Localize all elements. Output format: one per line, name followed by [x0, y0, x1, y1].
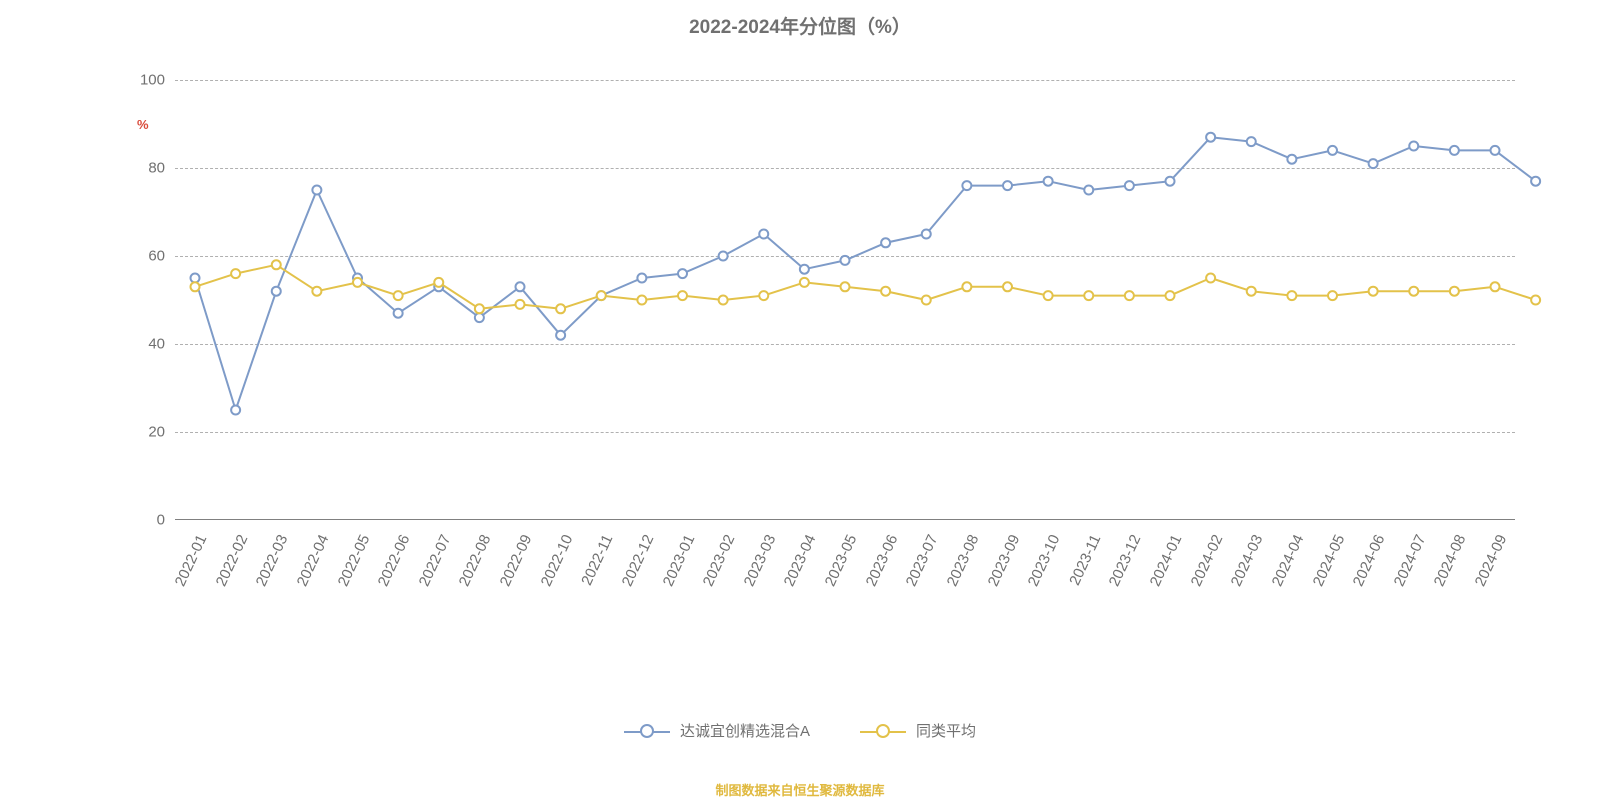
x-tick-label: 2023-01 [659, 532, 698, 589]
x-tick-label: 2024-01 [1147, 532, 1186, 589]
x-tick-label: 2022-03 [253, 532, 292, 589]
x-tick-label: 2022-12 [619, 532, 658, 589]
x-tick-label: 2024-03 [1228, 532, 1267, 589]
legend-label: 同类平均 [916, 720, 976, 741]
x-tick-label: 2023-06 [862, 532, 901, 589]
x-tick-label: 2024-06 [1350, 532, 1389, 589]
x-tick-label: 2023-12 [1106, 532, 1145, 589]
x-tick-label: 2024-04 [1269, 532, 1308, 589]
x-tick-label: 2023-04 [781, 532, 820, 589]
x-tick-label: 2023-05 [822, 532, 861, 589]
x-tick-label: 2022-06 [375, 532, 414, 589]
chart-container: 2022-2024年分位图（%） % 0204060801002022-0120… [0, 0, 1600, 800]
x-tick-label: 2024-08 [1431, 532, 1470, 589]
y-tick-label: 60 [148, 248, 165, 265]
legend-label: 达诚宜创精选混合A [680, 720, 810, 741]
legend-item: 达诚宜创精选混合A [624, 720, 810, 741]
x-tick-label: 2023-07 [903, 532, 942, 589]
y-axis-unit: % [137, 117, 149, 132]
x-tick-label: 2023-11 [1066, 532, 1104, 588]
y-tick-label: 80 [148, 160, 165, 177]
legend: 达诚宜创精选混合A 同类平均 [0, 720, 1600, 741]
x-tick-label: 2024-09 [1472, 532, 1511, 589]
x-tick-label: 2022-02 [212, 532, 251, 589]
y-tick-label: 0 [157, 512, 165, 529]
x-tick-label: 2022-10 [537, 532, 576, 589]
x-tick-label: 2022-04 [294, 532, 333, 589]
x-tick-label: 2023-09 [984, 532, 1023, 589]
x-tick-label: 2022-07 [415, 532, 454, 589]
chart-footer: 制图数据来自恒生聚源数据库 [0, 780, 1600, 799]
x-tick-label: 2024-05 [1309, 532, 1348, 589]
y-tick-label: 40 [148, 336, 165, 353]
x-tick-label: 2023-02 [700, 532, 739, 589]
y-tick-label: 100 [140, 72, 165, 89]
chart-title: 2022-2024年分位图（%） [0, 12, 1600, 39]
x-tick-label: 2024-02 [1187, 532, 1226, 589]
x-tick-label: 2022-11 [578, 532, 616, 588]
x-tick-label: 2024-07 [1390, 532, 1429, 589]
x-tick-label: 2023-08 [944, 532, 983, 589]
x-tick-label: 2022-01 [172, 532, 211, 589]
x-tick-label: 2022-09 [497, 532, 536, 589]
legend-item: 同类平均 [860, 720, 976, 741]
x-tick-label: 2022-08 [456, 532, 495, 589]
x-tick-label: 2023-03 [740, 532, 779, 589]
legend-marker [860, 725, 906, 737]
series-1 [175, 80, 1515, 520]
legend-marker [624, 725, 670, 737]
x-tick-label: 2023-10 [1025, 532, 1064, 589]
plot-area: 0204060801002022-012022-022022-032022-04… [175, 80, 1515, 520]
x-tick-label: 2022-05 [334, 532, 373, 589]
y-tick-label: 20 [148, 424, 165, 441]
